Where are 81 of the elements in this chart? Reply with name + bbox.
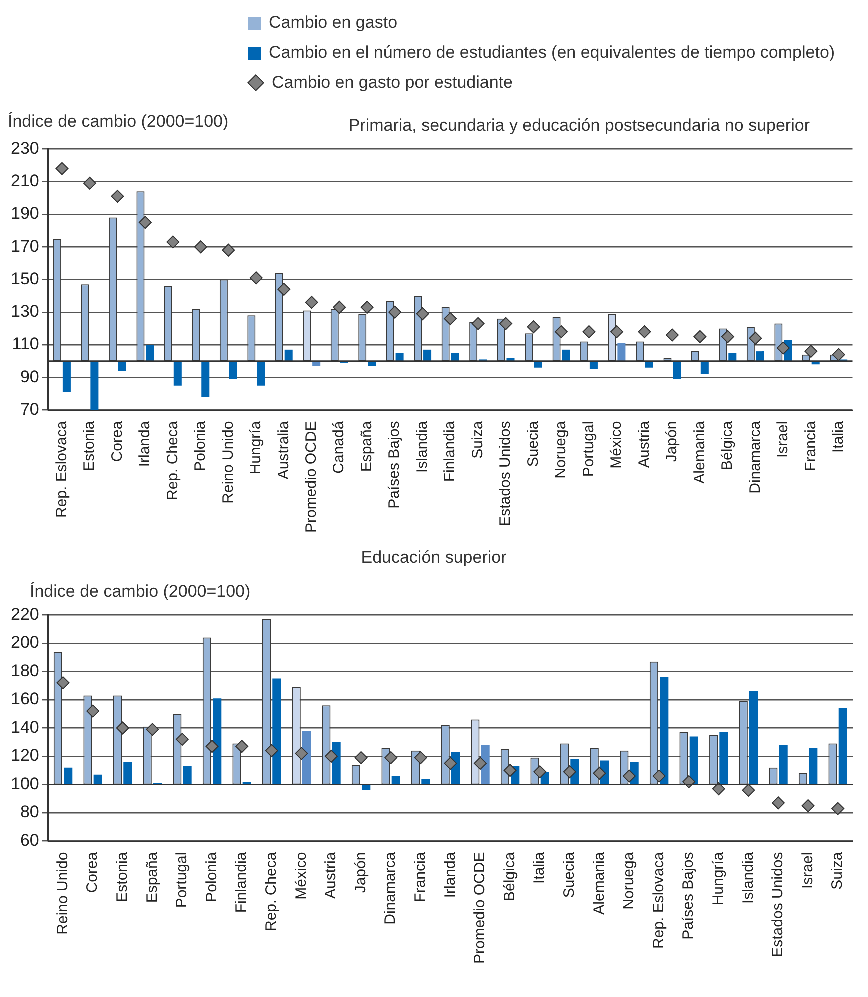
x-tick-label: Estados Unidos [497,421,514,526]
y-tick-label: 220 [10,604,40,624]
x-tick-label: Estonia [81,420,98,472]
x-tick-label: Hungría [710,852,728,906]
x-tick-label: Bélgica [719,420,736,470]
y-tick-label: 80 [20,802,40,822]
x-tick-label: Austria [322,852,340,899]
y-tick-label: 210 [10,172,40,191]
x-tick-label: Suecia [561,852,578,898]
x-tick-label: Israel [774,421,792,458]
x-tick-label: Finlandia [233,852,250,914]
x-tick-label: Canadá [330,420,348,474]
y-tick-label: 170 [10,236,40,256]
x-tick-label: Finlandia [442,420,459,482]
y-tick-label: 130 [10,302,40,322]
y-tick-label: 120 [10,746,40,766]
x-tick-label: México [292,852,310,900]
x-tick-label: México [608,421,626,469]
x-tick-label: España [358,420,376,472]
y-axis-title: Índice de cambio (2000=100) [29,582,252,602]
legend-label: Cambio en gasto [269,13,398,33]
x-tick-label: Estonia [114,852,132,902]
x-tick-label: Portugal [580,421,598,478]
x-tick-label: Corea [108,420,126,462]
y-tick-label: 190 [10,204,40,224]
x-tick-label: Suiza [469,420,486,459]
y-axis-title: Índice de cambio (2000=100) [8,112,229,133]
x-tick-label: Suecia [524,420,542,468]
x-tick-label: Rep. Eslovaca [650,852,668,950]
x-tick-label: Italia [830,420,848,453]
y-tick-label: 180 [10,661,40,680]
x-tick-label: Países Bajos [680,852,698,940]
x-tick-label: Polonia [192,420,210,472]
chart-title: Primaria, secundaria y educación postsecundaria no superior [348,116,810,136]
x-tick-label: Suiza [829,852,846,890]
x-tick-label: Corea [84,852,102,894]
x-tick-label: Japón [352,852,370,894]
y-tick-label: 110 [12,334,40,354]
legend-label: Cambio en gasto por estudiante [272,73,513,93]
x-tick-label: Italia [531,852,548,884]
legend-label: Cambio en el número de estudiantes (en equivalentes de tiempo completo) [269,43,836,63]
x-tick-label: Reino Unido [54,852,72,935]
x-tick-label: Dinamarca [746,420,764,494]
x-tick-label: Noruega [552,420,570,479]
x-tick-label: Israel [799,852,816,889]
x-tick-label: Francia [802,420,820,472]
x-tick-label: Países Bajos [386,421,404,509]
x-tick-label: Alemania [691,420,708,484]
y-tick-label: 230 [10,138,40,158]
x-tick-label: Promedio OCDE [472,852,489,964]
y-tick-label: 160 [10,690,40,709]
x-tick-label: Irlanda [442,852,459,898]
x-tick-label: Dinamarca [382,852,400,925]
x-tick-label: Irlanda [136,420,154,468]
x-tick-label: Polonia [203,852,220,902]
y-tick-label: 70 [20,400,40,419]
x-tick-label: Portugal [174,852,191,908]
x-tick-label: Austria [636,420,653,468]
x-tick-label: Promedio OCDE [303,421,320,533]
y-tick-label: 90 [20,367,40,386]
x-tick-label: Francia [412,852,430,902]
y-tick-label: 200 [10,633,40,652]
x-tick-label: Estados Unidos [770,852,787,958]
x-tick-label: España [144,852,161,904]
x-tick-label: Rep. Checa [164,420,182,501]
x-tick-label: Islandia [414,420,431,473]
y-tick-label: 150 [10,269,40,288]
y-tick-label: 100 [10,774,40,794]
x-tick-label: Islandia [740,852,757,904]
x-tick-label: Japón [664,421,681,462]
x-tick-label: Rep. Checa [263,852,280,932]
x-tick-label: Bélgica [501,852,518,902]
x-tick-label: Hungría [248,420,265,475]
x-tick-label: Reino Unido [220,421,237,504]
x-tick-label: Alemania [590,852,608,915]
y-tick-label: 60 [20,830,40,850]
y-tick-label: 140 [10,718,40,737]
chart-title: Educación superior [360,548,508,568]
x-tick-label: Australia [275,420,292,480]
x-tick-label: Rep. Eslovaca [53,420,70,518]
x-tick-label: Noruega [620,852,638,910]
